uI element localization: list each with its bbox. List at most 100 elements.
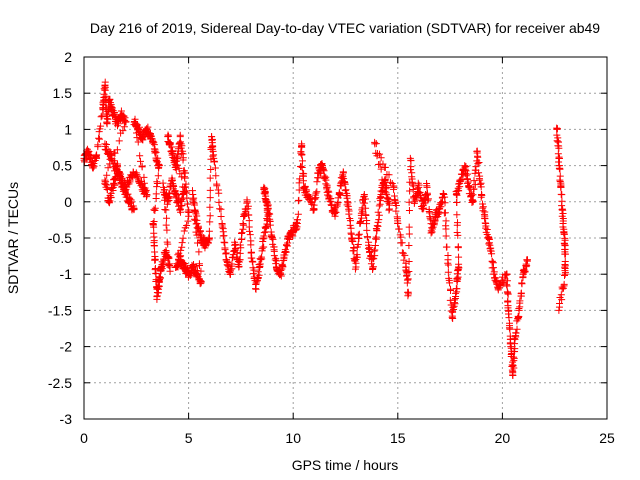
- data-point: [211, 164, 219, 172]
- data-point: [333, 200, 341, 208]
- data-point: [507, 343, 515, 351]
- data-point: [516, 297, 524, 305]
- data-point: [426, 214, 434, 222]
- data-point: [256, 263, 264, 271]
- data-point: [488, 250, 496, 258]
- x-tick-labels: 0 5 10 15 20 25: [80, 430, 615, 446]
- data-point: [93, 154, 101, 162]
- data-point: [395, 225, 403, 233]
- data-point: [243, 198, 251, 206]
- data-point: [313, 188, 321, 196]
- data-point: [289, 227, 297, 235]
- data-point: [103, 171, 111, 179]
- data-point: [163, 214, 171, 222]
- data-point: [454, 273, 462, 281]
- data-point: [556, 293, 564, 301]
- data-point: [156, 274, 164, 282]
- data-point: [349, 238, 357, 246]
- data-point: [179, 156, 187, 164]
- data-point: [180, 169, 188, 177]
- y-axis-label: SDTVAR / TECUs: [5, 182, 21, 294]
- data-point: [502, 271, 510, 279]
- data-point: [352, 263, 360, 271]
- data-point: [442, 232, 450, 240]
- data-point: [469, 198, 477, 206]
- data-point: [176, 170, 184, 178]
- data-point: [114, 120, 122, 128]
- y-tick-label: 0.5: [53, 158, 73, 174]
- data-point: [154, 172, 162, 180]
- data-point: [561, 250, 569, 258]
- data-point: [183, 194, 191, 202]
- data-point: [258, 255, 266, 263]
- x-tick-label: 20: [495, 430, 511, 446]
- data-point: [122, 118, 130, 126]
- data-point: [207, 166, 215, 174]
- data-point: [244, 202, 252, 210]
- data-point: [477, 191, 485, 199]
- data-point: [165, 193, 173, 201]
- data-point: [377, 191, 385, 199]
- data-point: [277, 272, 285, 280]
- data-point: [405, 257, 413, 265]
- data-point: [322, 176, 330, 184]
- data-point: [113, 162, 121, 170]
- data-point: [506, 324, 514, 332]
- data-point: [222, 256, 230, 264]
- data-point: [266, 221, 274, 229]
- data-point: [556, 300, 564, 308]
- data-point: [557, 190, 565, 198]
- data-point: [390, 183, 398, 191]
- x-tick-label: 10: [285, 430, 301, 446]
- data-point: [363, 226, 371, 234]
- data-point: [150, 141, 158, 149]
- data-point: [96, 135, 104, 143]
- data-point: [236, 256, 244, 264]
- data-point: [405, 223, 413, 231]
- data-point: [90, 162, 98, 170]
- data-point: [245, 217, 253, 225]
- data-point: [385, 205, 393, 213]
- data-point: [99, 104, 107, 112]
- data-point: [101, 176, 109, 184]
- data-point: [139, 183, 147, 191]
- data-point: [554, 150, 562, 158]
- data-point: [356, 220, 364, 228]
- data-point: [299, 177, 307, 185]
- data-point: [405, 230, 413, 238]
- data-point: [165, 253, 173, 261]
- data-point: [450, 306, 458, 314]
- data-point: [473, 147, 481, 155]
- data-point: [405, 206, 413, 214]
- data-point: [138, 162, 146, 170]
- data-point: [130, 118, 138, 126]
- data-point: [505, 306, 513, 314]
- data-point: [155, 277, 163, 285]
- data-point: [139, 133, 147, 141]
- data-point: [126, 176, 134, 184]
- data-point: [248, 257, 256, 265]
- data-point: [483, 226, 491, 234]
- data-point: [84, 147, 92, 155]
- data-point: [383, 197, 391, 205]
- data-point: [482, 220, 490, 228]
- data-point: [302, 188, 310, 196]
- data-point: [362, 211, 370, 219]
- data-point: [281, 248, 289, 256]
- data-point: [452, 191, 460, 199]
- data-point: [504, 290, 512, 298]
- data-point: [136, 152, 144, 160]
- data-point: [555, 306, 563, 314]
- data-point: [453, 191, 461, 199]
- data-point: [195, 260, 203, 268]
- data-point: [103, 186, 111, 194]
- data-point: [94, 141, 102, 149]
- data-point: [213, 182, 221, 190]
- data-point: [465, 183, 473, 191]
- data-point: [104, 164, 112, 172]
- data-point: [423, 183, 431, 191]
- data-point: [115, 137, 123, 145]
- data-point: [404, 288, 412, 296]
- data-point: [149, 220, 157, 228]
- data-point: [335, 191, 343, 199]
